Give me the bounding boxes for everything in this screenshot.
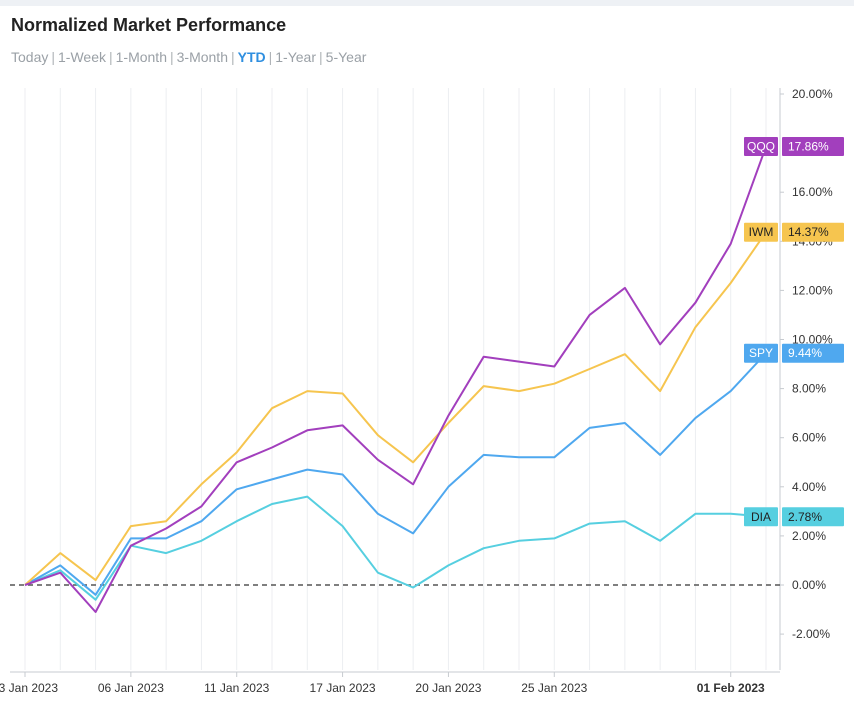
badge-value-box [782, 507, 844, 527]
x-tick-label: 20 Jan 2023 [415, 681, 481, 695]
y-tick-label: 20.00% [792, 87, 833, 101]
badge-layer: QQQ 17.86% IWM 14.37% SPY 9.44% DIA 2.78% [744, 137, 844, 527]
series-name-label: IWM [749, 225, 774, 239]
tab-today[interactable]: Today [11, 49, 49, 65]
series-badge-dia: DIA 2.78% [744, 507, 844, 527]
tab-separator: | [230, 49, 235, 65]
x-tick-label: 06 Jan 2023 [98, 681, 164, 695]
y-tick-label: 8.00% [792, 382, 826, 396]
badge-value-box [782, 222, 844, 242]
badge-value-box [782, 137, 844, 157]
badge-name-box [744, 222, 778, 242]
series-name-label: DIA [751, 510, 771, 524]
y-tick-label: 16.00% [792, 185, 833, 199]
badge-value-box [782, 343, 844, 363]
tab-1-year[interactable]: 1-Year [275, 49, 317, 65]
tab-3-month[interactable]: 3-Month [176, 49, 228, 65]
y-tick-label: 0.00% [792, 578, 826, 592]
series-value-label: 14.37% [788, 225, 829, 239]
series-badge-qqq: QQQ 17.86% [744, 137, 844, 157]
x-tick-label: 17 Jan 2023 [310, 681, 376, 695]
tab-separator: | [319, 49, 323, 65]
series-value-label: 2.78% [788, 510, 822, 524]
series-line-spy [24, 352, 767, 596]
y-tick-label: -2.00% [792, 627, 830, 641]
series-badge-spy: SPY 9.44% [744, 343, 844, 363]
series-badge-iwm: IWM 14.37% [744, 222, 844, 242]
series-value-label: 9.44% [788, 346, 822, 360]
tab-separator: | [169, 49, 174, 65]
tab-separator: | [268, 49, 273, 65]
axis-layer: -2.00% 0.00% 2.00% 4.00% 6.00% 8.00% 10.00% 12.… [0, 87, 833, 695]
series-name-label: QQQ [747, 140, 775, 154]
x-tick-label: 11 Jan 2023 [204, 681, 269, 695]
y-tick-label: 2.00% [792, 529, 826, 543]
tab-separator: | [108, 49, 113, 65]
y-tick-label: 6.00% [792, 431, 826, 445]
y-tick-label: 12.00% [792, 283, 833, 297]
x-tick-label: 03 Jan 2023 [0, 681, 58, 695]
time-range-tabs: Today | 1-Week | 1-Month | 3-Month | YTD… [11, 49, 366, 65]
badge-name-box [744, 343, 778, 363]
tab-separator: | [51, 49, 55, 65]
y-tick-label: 4.00% [792, 480, 826, 494]
series-line-dia [24, 495, 767, 601]
tab-5-year[interactable]: 5-Year [325, 49, 367, 65]
series-layer [10, 146, 780, 613]
series-value-label: 17.86% [788, 140, 829, 154]
tab-ytd[interactable]: YTD [237, 49, 266, 65]
series-line-iwm [24, 231, 767, 586]
tab-1-week[interactable]: 1-Week [58, 49, 106, 65]
grid-layer [24, 88, 767, 670]
badge-name-box [744, 507, 778, 527]
x-tick-label: 25 Jan 2023 [521, 681, 587, 695]
tab-1-month[interactable]: 1-Month [115, 49, 167, 65]
y-tick-label: 10.00% [792, 333, 833, 347]
x-tick-label: 01 Feb 2023 [697, 681, 765, 695]
series-name-label: SPY [749, 346, 773, 360]
badge-name-box [744, 137, 778, 157]
top-border [0, 0, 854, 6]
page-title: Normalized Market Performance [11, 15, 287, 35]
series-line-qqq [24, 146, 767, 613]
